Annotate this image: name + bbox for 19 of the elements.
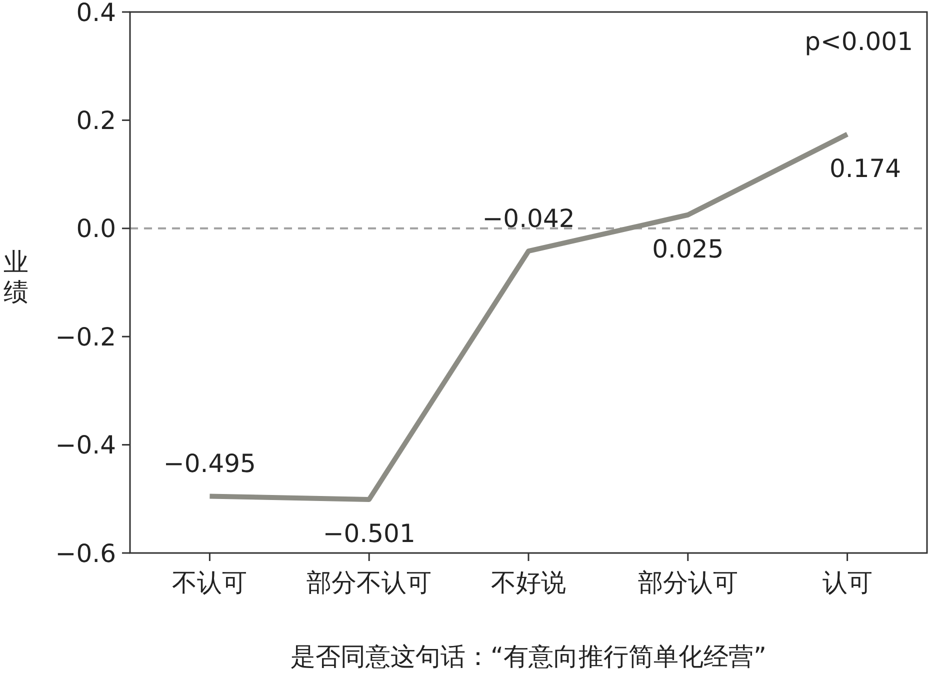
x-tick-label: 认可 [822, 568, 872, 597]
data-label: −0.495 [163, 449, 256, 478]
y-tick-label: −0.4 [55, 430, 116, 460]
x-tick-label: 部分认可 [638, 568, 738, 597]
x-tick-label: 不好说 [491, 568, 566, 597]
y-tick-label: −0.6 [55, 538, 116, 568]
y-tick-label: 0.0 [76, 214, 116, 244]
y-axis-title: 业绩 [4, 247, 28, 306]
annotation: p<0.001 [804, 27, 913, 56]
y-tick-label: −0.2 [55, 322, 116, 352]
data-label: 0.025 [652, 234, 724, 264]
x-axis-title: 是否同意这句话：“有意向推行简单化经营” [290, 642, 766, 671]
x-tick-label: 不认可 [172, 568, 248, 597]
data-label: −0.042 [482, 204, 575, 234]
x-tick-label: 部分不认可 [306, 568, 432, 597]
y-tick-label: 0.4 [76, 0, 116, 27]
data-label: 0.174 [830, 154, 902, 184]
y-tick-label: 0.2 [76, 106, 116, 135]
data-label: −0.501 [322, 519, 416, 548]
